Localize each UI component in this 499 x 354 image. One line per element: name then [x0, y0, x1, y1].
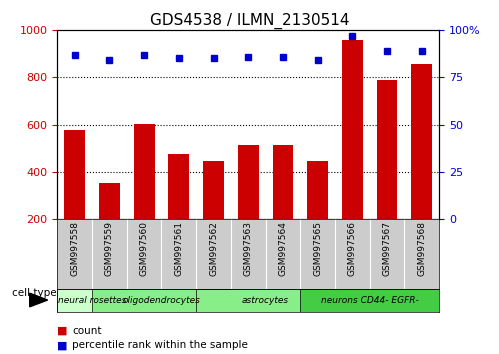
Text: GSM997559: GSM997559: [105, 221, 114, 276]
Text: GSM997563: GSM997563: [244, 221, 253, 276]
Bar: [203, 161, 224, 219]
Text: neural rosettes: neural rosettes: [58, 296, 126, 304]
Bar: [307, 161, 328, 219]
Text: GSM997566: GSM997566: [348, 221, 357, 276]
Bar: [196, 289, 335, 312]
Text: GDS4538 / ILMN_2130514: GDS4538 / ILMN_2130514: [150, 12, 349, 29]
Text: GSM997562: GSM997562: [209, 221, 218, 276]
Text: cell type: cell type: [12, 288, 57, 298]
Text: GSM997568: GSM997568: [417, 221, 426, 276]
Text: GSM997565: GSM997565: [313, 221, 322, 276]
Bar: [57, 289, 127, 312]
Bar: [377, 80, 398, 219]
Text: astrocytes: astrocytes: [242, 296, 289, 304]
Text: GSM997564: GSM997564: [278, 221, 287, 276]
Text: neurons CD44- EGFR-: neurons CD44- EGFR-: [321, 296, 419, 304]
Bar: [272, 145, 293, 219]
Text: ■: ■: [57, 340, 68, 350]
Bar: [169, 154, 189, 219]
Text: ■: ■: [57, 326, 68, 336]
Text: count: count: [72, 326, 102, 336]
Text: oligodendrocytes: oligodendrocytes: [123, 296, 201, 304]
Bar: [134, 124, 155, 219]
Bar: [238, 145, 258, 219]
Bar: [92, 289, 231, 312]
Bar: [64, 130, 85, 219]
Text: GSM997560: GSM997560: [140, 221, 149, 276]
Bar: [342, 40, 363, 219]
Bar: [411, 64, 432, 219]
Text: percentile rank within the sample: percentile rank within the sample: [72, 340, 248, 350]
Bar: [99, 183, 120, 219]
Text: GSM997561: GSM997561: [174, 221, 183, 276]
Bar: [300, 289, 439, 312]
Polygon shape: [30, 293, 48, 307]
Text: GSM997558: GSM997558: [70, 221, 79, 276]
Text: GSM997567: GSM997567: [383, 221, 392, 276]
